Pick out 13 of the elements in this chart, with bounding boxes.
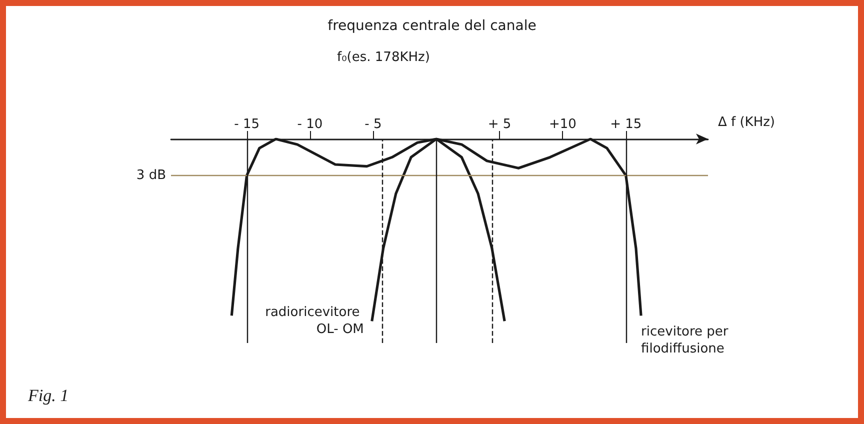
chart-title: frequenza centrale del canale — [328, 18, 536, 34]
x-tick-label: - 15 — [234, 117, 260, 132]
x-tick-label: + 15 — [610, 117, 642, 132]
chart-subtitle: f₀(es. 178KHz) — [337, 50, 430, 65]
x-axis-title: Δ f (KHz) — [718, 115, 776, 130]
series-label: ricevitore per filodiffusione — [641, 324, 732, 357]
caption: Fig. 1 — [27, 386, 69, 405]
series-label: radioricevitore OL- OM — [265, 305, 364, 338]
x-tick-label: - 5 — [364, 117, 382, 132]
ref-line-label: 3 dB — [136, 168, 166, 183]
x-tick-label: +10 — [548, 117, 576, 132]
x-tick-label: - 10 — [297, 117, 323, 132]
x-tick-label: + 5 — [488, 117, 512, 132]
